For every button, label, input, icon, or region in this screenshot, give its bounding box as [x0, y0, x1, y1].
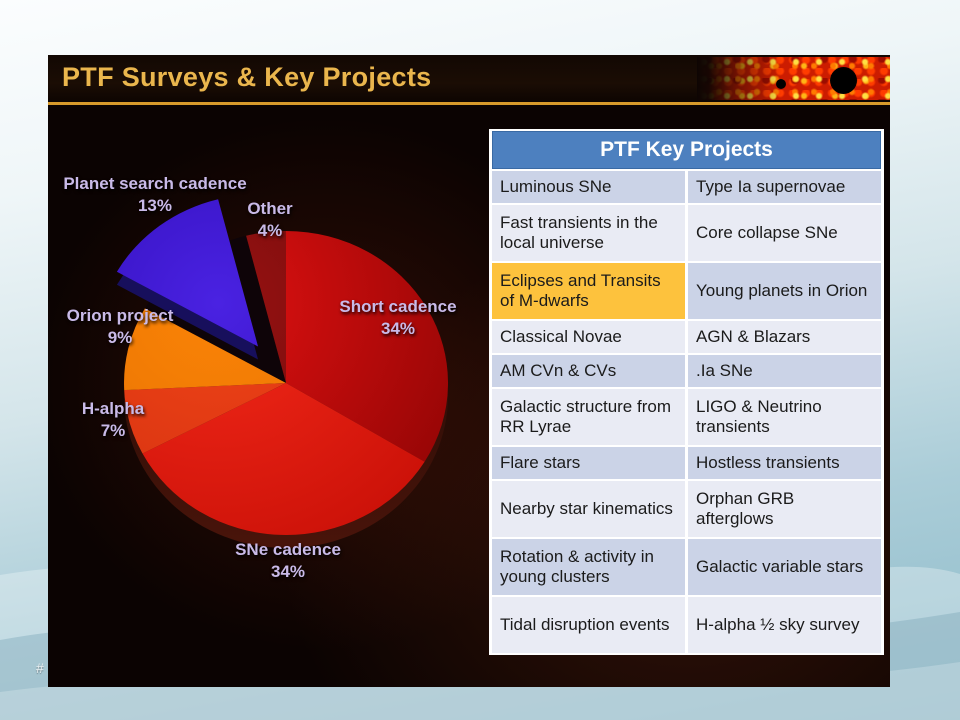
project-cell-right: Hostless transients — [688, 447, 881, 479]
table-row: Fast transients in the local universe Cor… — [492, 205, 881, 261]
project-cell-left: Galactic structure from RR Lyrae — [492, 389, 685, 445]
project-cell-right: Core collapse SNe — [688, 205, 881, 261]
sunspot-small-icon — [776, 79, 786, 89]
project-cell-left: Rotation & activity in young clusters — [492, 539, 685, 595]
pie-slice-short-cadence — [286, 231, 449, 462]
pie-slice-sne-cadence — [142, 383, 425, 535]
pie-label-short-cadence: Short cadence 34% — [339, 296, 456, 340]
pie-label-value: 34% — [270, 562, 306, 581]
table-row: AM CVn & CVs .Ia SNe — [492, 355, 881, 387]
table-row: Tidal disruption events H-alpha ½ sky sur… — [492, 597, 881, 653]
pie-label-text: Other — [247, 199, 293, 218]
sunspot-large-icon — [830, 67, 857, 94]
pie-label-planet-search-cadence: Planet search cadence 13% — [63, 173, 246, 217]
pie-label-text: SNe cadence — [235, 540, 341, 559]
table-row: Nearby star kinematics Orphan GRB aftergl… — [492, 481, 881, 537]
pie-label-sne-cadence: SNe cadence 34% — [235, 539, 341, 583]
table-row: Classical Novae AGN & Blazars — [492, 321, 881, 353]
pie-slice-orion-project — [124, 308, 286, 391]
project-cell-left: Tidal disruption events — [492, 597, 685, 653]
project-cell-right: Galactic variable stars — [688, 539, 881, 595]
project-cell-right: .Ia SNe — [688, 355, 881, 387]
title-bar: PTF Surveys & Key Projects — [48, 55, 890, 105]
project-cell-left: Nearby star kinematics — [492, 481, 685, 537]
project-cell-right: Orphan GRB afterglows — [688, 481, 881, 537]
project-cell-right: AGN & Blazars — [688, 321, 881, 353]
image-fade-overlay — [697, 57, 890, 100]
table-row: Rotation & activity in young clusters Gal… — [492, 539, 881, 595]
slide-canvas: PTF Surveys & Key Projects Short cadence… — [48, 55, 890, 687]
pie-label-value: 7% — [100, 421, 126, 440]
pie-label-value: 13% — [137, 196, 173, 215]
pie-label-other: Other 4% — [247, 198, 292, 242]
pie-label-text: Planet search cadence — [63, 174, 247, 193]
table-row: Flare stars Hostless transients — [492, 447, 881, 479]
key-projects-table: PTF Key Projects Luminous SNe Type Ia sup… — [489, 129, 884, 655]
slide-number-placeholder: # — [36, 660, 44, 676]
highlighted-project-cell: Eclipses and Transits of M-dwarfs — [492, 263, 685, 319]
pie-label-text: Short cadence — [339, 297, 457, 316]
pie-slice-h-alpha — [124, 383, 286, 454]
pie-slice-other — [246, 231, 286, 383]
table-row: Eclipses and Transits of M-dwarfs Young p… — [492, 263, 881, 319]
pie-label-orion-project: Orion project 9% — [67, 305, 174, 349]
project-cell-right: H-alpha ½ sky survey — [688, 597, 881, 653]
page-title: PTF Surveys & Key Projects — [62, 62, 432, 92]
pie-label-value: 4% — [257, 221, 283, 240]
pie-slice-planet-search-cadence — [116, 199, 259, 347]
project-cell-right: Type Ia supernovae — [688, 171, 881, 203]
project-cell-left: Fast transients in the local universe — [492, 205, 685, 261]
table-header-row: PTF Key Projects — [492, 131, 881, 169]
table-row: Luminous SNe Type Ia supernovae — [492, 171, 881, 203]
project-cell-left: AM CVn & CVs — [492, 355, 685, 387]
project-cell-right: LIGO & Neutrino transients — [688, 389, 881, 445]
pie-label-h-alpha: H-alpha 7% — [82, 398, 144, 442]
solar-surface-image — [697, 57, 890, 100]
pie-label-text: Orion project — [66, 306, 174, 325]
pie-label-text: H-alpha — [81, 399, 145, 418]
project-cell-left: Luminous SNe — [492, 171, 685, 203]
table-row: Galactic structure from RR Lyrae LIGO & N… — [492, 389, 881, 445]
project-cell-right: Young planets in Orion — [688, 263, 881, 319]
project-cell-left: Flare stars — [492, 447, 685, 479]
table-title: PTF Key Projects — [492, 131, 881, 169]
survey-cadence-pie-chart — [116, 199, 449, 548]
pie-label-value: 34% — [380, 319, 416, 338]
project-cell-left: Classical Novae — [492, 321, 685, 353]
pie-label-value: 9% — [107, 328, 133, 347]
